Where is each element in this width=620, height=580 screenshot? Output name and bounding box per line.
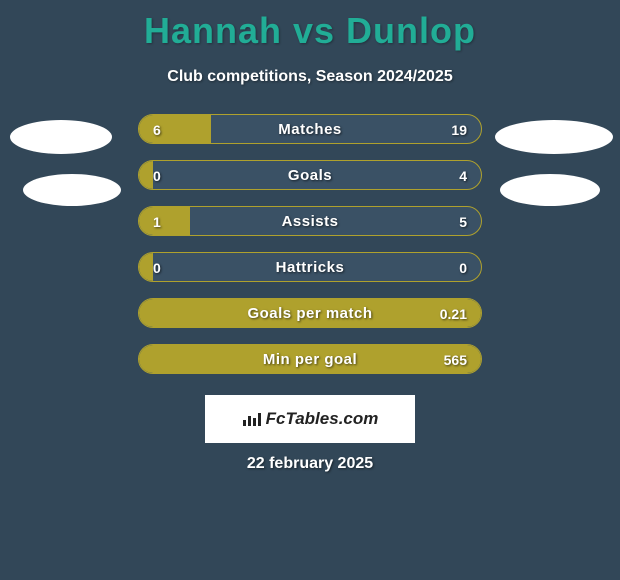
stat-label: Goals xyxy=(139,161,481,190)
subtitle: Club competitions, Season 2024/2025 xyxy=(0,68,620,86)
stat-label: Hattricks xyxy=(139,253,481,282)
club-badge-placeholder xyxy=(495,120,613,154)
stat-label: Goals per match xyxy=(139,299,481,328)
stat-right-value: 0.21 xyxy=(440,299,467,328)
stats-bars: 6Matches190Goals41Assists50Hattricks0Goa… xyxy=(138,114,482,390)
stat-label: Assists xyxy=(139,207,481,236)
stat-row: Min per goal565 xyxy=(138,344,482,374)
stat-right-value: 565 xyxy=(444,345,467,374)
date-label: 22 february 2025 xyxy=(0,455,620,473)
stat-row: 0Goals4 xyxy=(138,160,482,190)
stat-row: 6Matches19 xyxy=(138,114,482,144)
stat-label: Matches xyxy=(139,115,481,144)
stat-row: Goals per match0.21 xyxy=(138,298,482,328)
stat-row: 1Assists5 xyxy=(138,206,482,236)
chart-icon xyxy=(242,411,262,427)
club-badge-placeholder xyxy=(500,174,600,206)
brand-text: FcTables.com xyxy=(242,409,379,429)
stats-area: 6Matches190Goals41Assists50Hattricks0Goa… xyxy=(0,114,620,394)
stat-right-value: 0 xyxy=(459,253,467,282)
stat-right-value: 4 xyxy=(459,161,467,190)
stat-right-value: 19 xyxy=(451,115,467,144)
stat-label: Min per goal xyxy=(139,345,481,374)
stat-right-value: 5 xyxy=(459,207,467,236)
stat-row: 0Hattricks0 xyxy=(138,252,482,282)
brand-box[interactable]: FcTables.com xyxy=(205,395,415,443)
club-badge-placeholder xyxy=(23,174,121,206)
brand-label: FcTables.com xyxy=(266,409,379,429)
page-title: Hannah vs Dunlop xyxy=(0,0,620,52)
club-badge-placeholder xyxy=(10,120,112,154)
